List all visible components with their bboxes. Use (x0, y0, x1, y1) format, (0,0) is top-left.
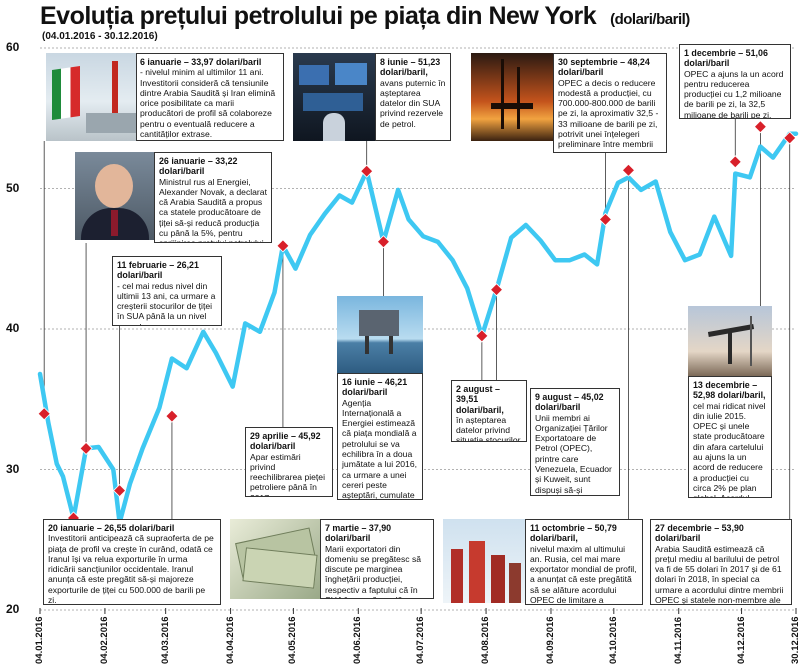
event-marker (276, 239, 290, 253)
event-marker (113, 484, 127, 498)
x-tick-label: 04.11.2016 (672, 616, 684, 664)
annotation-jun08: 8 iunie – 51,23 dolari/baril, avans puter… (375, 53, 451, 141)
x-tick-label: 04.07.2016 (415, 616, 427, 664)
x-tick-label: 04.05.2016 (287, 616, 299, 664)
annotation-oct11: 11 octombrie – 50,79 dolari/baril, nivelu… (525, 519, 643, 605)
event-marker (598, 212, 612, 226)
annotation-head: 8 iunie – 51,23 dolari/baril, (380, 57, 441, 78)
annotation-head: 11 octombrie – 50,79 dolari/baril, (530, 523, 617, 544)
event-marker (376, 235, 391, 249)
annotation-head: 29 aprilie – 45,92 dolari/baril (250, 431, 321, 452)
y-tick-label: 30 (6, 461, 20, 476)
unit-label: (dolari/baril) (610, 11, 690, 28)
annotation-feb11: 11 februarie – 26,21 dolari/baril - cel m… (112, 256, 222, 326)
event-marker (475, 329, 489, 343)
x-tick-label: 04.09.2016 (544, 616, 556, 664)
x-tick-label: 04.01.2016 (34, 616, 45, 664)
iran-saudi-flags-photo (46, 53, 136, 141)
annotation-body: Investitorii anticipează că supraoferta … (48, 533, 214, 605)
x-tick-label: 04.04.2016 (224, 616, 236, 664)
x-tick-label: 04.10.2016 (607, 616, 619, 664)
event-marker (165, 409, 179, 423)
annotation-body: Apar estimări privind reechilibrarea pie… (250, 451, 325, 496)
x-tick-label: 04.06.2016 (352, 616, 364, 664)
annotation-body: - nivelul minim al ultimilor 11 ani. Inv… (140, 67, 276, 140)
annotation-head: 30 septembrie – 48,24 dolari/baril (558, 57, 650, 78)
event-marker (79, 441, 93, 455)
annotation-body: Arabia Saudită estimează că prețul mediu… (655, 543, 784, 605)
y-tick-label: 40 (6, 321, 20, 335)
period-label: (04.01.2016 - 30.12.2016) (42, 31, 158, 42)
annotation-head: 7 martie – 37,90 dolari/baril (325, 523, 392, 544)
offshore-platform-photo (337, 296, 423, 374)
oil-trading-screens-photo (293, 53, 375, 141)
y-tick-label: 50 (6, 180, 20, 195)
annotation-head: 2 august – 39,51 dolari/baril, (456, 384, 504, 415)
event-marker (37, 407, 51, 421)
annotation-body: în așteptarea datelor privind situația s… (456, 414, 521, 442)
x-tick-label: 04.03.2016 (159, 616, 171, 664)
title-text: Evoluția prețului petrolului pe piața di… (40, 2, 597, 30)
pumpjack-photo (688, 306, 772, 376)
event-marker (489, 283, 504, 297)
annotation-head: 6 ianuarie – 33,97 dolari/baril (140, 57, 262, 67)
annotation-head: 16 iunie – 46,21 dolari/baril (342, 377, 408, 398)
annotation-body: - cel mai redus nivel din ultimii 13 ani… (117, 280, 216, 325)
page-title: Evoluția prețului petrolului pe piața di… (40, 2, 690, 31)
annotation-body: OPEC a decis o reducere modestă a produc… (558, 77, 659, 152)
annotation-body: nivelul maxim al ultimului an. Rusia, ce… (530, 543, 637, 605)
annotation-head: 9 august – 45,02 dolari/baril (535, 392, 604, 413)
x-tick-label: 04.08.2016 (480, 616, 492, 664)
annotation-head: 20 ianuarie – 26,55 dolari/baril (48, 523, 175, 533)
annotation-dec13: 13 decembrie – 52,98 dolari/baril, cel ma… (688, 376, 772, 498)
annotation-head: 13 decembrie – 52,98 dolari/baril, (693, 380, 766, 401)
event-marker (783, 131, 797, 145)
annotation-body: cel mai ridicat nivel din iulie 2015. OP… (693, 400, 766, 497)
annotation-jan26: 26 ianuarie – 33,22 dolari/baril Ministru… (154, 152, 272, 243)
annotation-body: avans puternic în așteptarea datelor din… (380, 77, 446, 129)
oil-rig-sunset-photo (471, 53, 553, 141)
event-marker (621, 163, 636, 177)
annotation-head: 11 februarie – 26,21 dolari/baril (117, 260, 199, 281)
y-tick-label: 60 (6, 40, 20, 54)
annotation-jun16: 16 iunie – 46,21 dolari/baril Agenția Int… (337, 373, 423, 500)
x-tick-label: 30.12.2016 (790, 616, 800, 664)
x-tick-label: 04.02.2016 (98, 616, 110, 664)
annotation-head: 26 ianuarie – 33,22 dolari/baril (159, 156, 238, 177)
annotation-mar07: 7 martie – 37,90 dolari/baril Marii expor… (320, 519, 434, 599)
x-tick-label: 04.12.2016 (735, 616, 747, 664)
dollar-bills-photo (230, 519, 320, 599)
event-marker (728, 155, 742, 169)
event-marker (753, 120, 767, 134)
price-line (37, 131, 799, 525)
annotation-body: Agenția Internațională a Energiei estime… (342, 397, 418, 500)
minister-novak-photo (75, 152, 154, 240)
annotation-head: 27 decembrie – 53,90 dolari/baril (655, 523, 744, 544)
annotation-jan06: 6 ianuarie – 33,97 dolari/baril - nivelul… (136, 53, 284, 141)
annotation-dec27: 27 decembrie – 53,90 dolari/baril Arabia … (650, 519, 792, 605)
annotation-jan20: 20 ianuarie – 26,55 dolari/baril Investit… (43, 519, 221, 605)
annotation-aug09: 9 august – 45,02 dolari/baril Unii membri… (530, 388, 620, 496)
moscow-kremlin-photo (443, 519, 525, 603)
event-marker (360, 164, 374, 178)
annotation-dec01: 1 decembrie – 51,06 dolari/baril OPEC a a… (679, 44, 791, 119)
annotation-body: OPEC a ajuns la un acord pentru reducere… (684, 68, 784, 119)
annotation-sep30: 30 septembrie – 48,24 dolari/baril OPEC a… (553, 53, 667, 153)
annotation-head: 1 decembrie – 51,06 dolari/baril (684, 48, 768, 69)
annotation-aug02: 2 august – 39,51 dolari/baril, în aștepta… (451, 380, 527, 442)
annotation-body: Marii exportatori din domeniu se pregăte… (325, 543, 422, 598)
y-tick-label: 20 (6, 602, 20, 616)
annotation-body: Ministrul rus al Energiei, Alexander Nov… (159, 176, 267, 242)
annotation-body: Unii membri ai Organizației Țărilor Expo… (535, 412, 614, 495)
annotation-apr29: 29 aprilie – 45,92 dolari/baril Apar esti… (245, 427, 333, 497)
